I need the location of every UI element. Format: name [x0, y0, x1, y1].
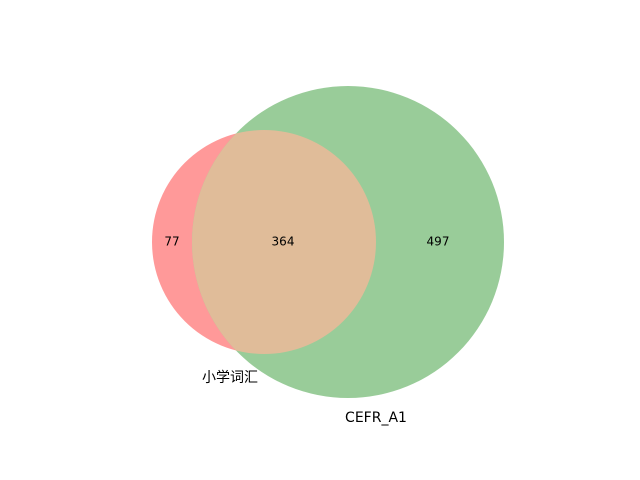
count-only-left: 77: [164, 235, 179, 249]
count-intersection: 364: [272, 235, 295, 249]
intersection-region: [192, 130, 376, 354]
count-only-right: 497: [427, 235, 450, 249]
set-label-left: 小学词汇: [202, 370, 258, 386]
set-label-right: CEFR_A1: [345, 410, 407, 426]
